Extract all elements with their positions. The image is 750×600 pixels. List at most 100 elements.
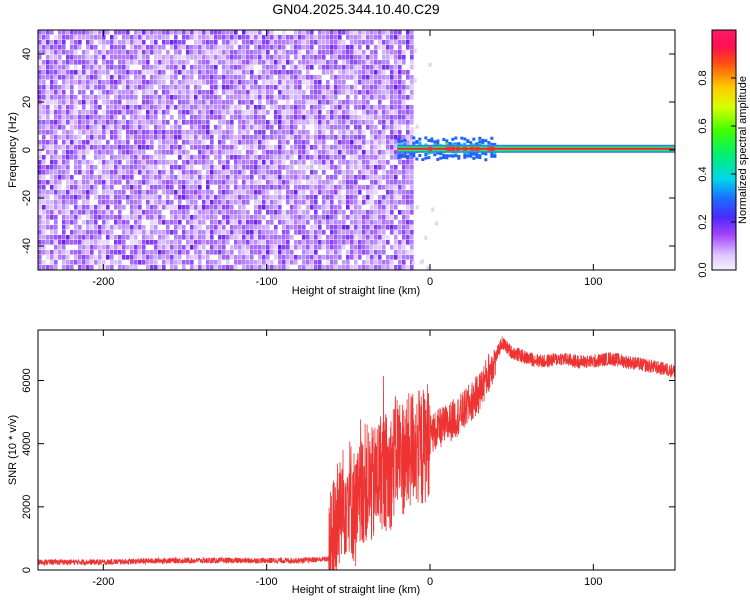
heat-cell: [258, 110, 262, 115]
heat-cell: [226, 220, 230, 225]
heat-cell: [238, 185, 242, 190]
heat-cell: [266, 175, 270, 180]
heat-cell: [186, 50, 190, 55]
heat-cell: [198, 170, 202, 175]
heat-cell: [338, 75, 342, 80]
heat-cell: [354, 45, 358, 50]
heat-cell: [182, 100, 186, 105]
heat-cell: [134, 85, 138, 90]
heat-cell: [230, 205, 234, 210]
heat-cell: [394, 50, 398, 55]
signal-cell: [433, 140, 437, 144]
heat-cell: [158, 140, 162, 145]
heat-cell: [338, 30, 342, 35]
heat-cell: [230, 190, 234, 195]
heat-cell: [338, 45, 342, 50]
heat-cell: [66, 170, 70, 175]
heat-cell: [282, 240, 286, 245]
heat-cell: [234, 160, 238, 165]
heat-cell: [130, 150, 134, 155]
heat-cell: [46, 100, 50, 105]
heat-cell: [278, 140, 282, 145]
heat-cell: [278, 160, 282, 165]
heat-cell: [274, 45, 278, 50]
heat-cell: [166, 40, 170, 45]
heat-cell: [94, 55, 98, 60]
heat-cell: [114, 125, 118, 130]
heat-cell: [246, 35, 250, 40]
heat-cell: [74, 205, 78, 210]
heat-cell: [310, 30, 314, 35]
heat-cell: [374, 55, 378, 60]
heat-cell: [86, 55, 90, 60]
heat-cell: [218, 230, 222, 235]
heat-cell: [326, 195, 330, 200]
heat-cell: [122, 125, 126, 130]
heat-cell: [66, 115, 70, 120]
heat-cell: [38, 190, 42, 195]
heat-cell: [214, 85, 218, 90]
heat-cell: [378, 45, 382, 50]
heat-cell: [302, 245, 306, 250]
heat-cell: [74, 170, 78, 175]
heat-cell: [118, 95, 122, 100]
heat-cell: [282, 125, 286, 130]
heat-cell: [202, 55, 206, 60]
heat-cell: [82, 200, 86, 205]
heat-cell: [134, 165, 138, 170]
heat-cell: [110, 105, 114, 110]
heat-cell: [146, 135, 150, 140]
heat-cell: [242, 95, 246, 100]
heat-cell: [50, 90, 54, 95]
heat-cell: [166, 245, 170, 250]
heat-cell: [198, 260, 202, 265]
heat-cell: [82, 35, 86, 40]
heat-cell: [298, 215, 302, 220]
heat-cell: [230, 90, 234, 95]
heat-cell: [318, 130, 322, 135]
heat-cell: [138, 245, 142, 250]
heat-cell: [86, 205, 90, 210]
heat-cell: [142, 135, 146, 140]
heat-cell: [298, 240, 302, 245]
heat-cell: [274, 240, 278, 245]
heat-cell: [90, 55, 94, 60]
heat-cell: [262, 45, 266, 50]
heat-cell: [378, 120, 382, 125]
signal-cell: [448, 141, 452, 145]
heat-cell: [382, 150, 386, 155]
heat-cell: [230, 170, 234, 175]
y-tick-label: 0: [21, 147, 33, 153]
heat-cell: [174, 45, 178, 50]
heat-cell: [134, 190, 138, 195]
heat-cell: [242, 250, 246, 255]
heat-cell: [230, 125, 234, 130]
heat-cell: [214, 250, 218, 255]
heat-cell: [334, 50, 338, 55]
heat-cell: [330, 145, 334, 150]
heat-cell: [74, 65, 78, 70]
heat-cell: [250, 160, 254, 165]
heat-cell: [378, 100, 382, 105]
heat-cell: [366, 265, 370, 270]
heat-cell: [330, 180, 334, 185]
heat-cell: [138, 110, 142, 115]
heat-cell: [306, 240, 310, 245]
heat-cell: [86, 70, 90, 75]
snr-frame: [37, 329, 676, 571]
heat-cell: [94, 175, 98, 180]
heat-cell: [262, 155, 266, 160]
heat-cell: [302, 185, 306, 190]
heat-cell: [322, 255, 326, 260]
signal-cell: [400, 154, 404, 158]
heat-cell: [54, 130, 58, 135]
heat-cell: [230, 220, 234, 225]
heat-cell: [222, 205, 226, 210]
heat-cell: [62, 75, 66, 80]
heat-cell: [238, 105, 242, 110]
heat-cell: [314, 260, 318, 265]
heat-cell: [350, 185, 354, 190]
heat-cell: [290, 130, 294, 135]
heat-cell: [114, 195, 118, 200]
heat-cell: [138, 55, 142, 60]
